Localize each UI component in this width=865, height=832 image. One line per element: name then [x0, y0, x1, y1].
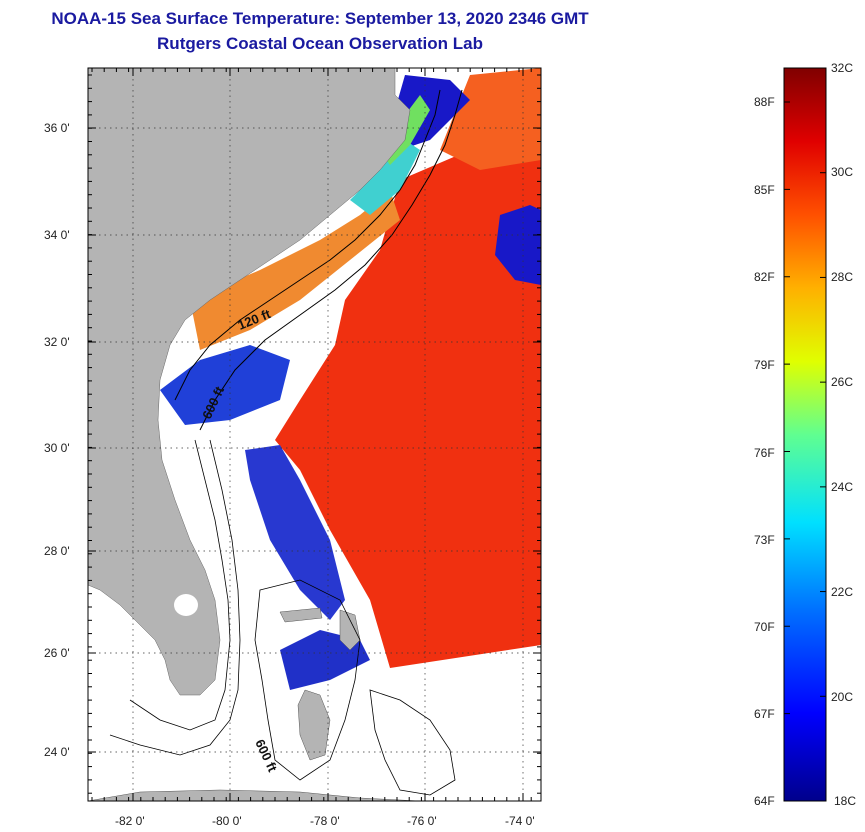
colorbar-label-28c: 28C [831, 270, 854, 284]
colorbar-label-67f: 67F [754, 707, 775, 721]
contour-bahamas [254, 579, 361, 781]
colorbar-label-22c: 22C [831, 585, 854, 599]
lat-label-36: 36 0' [44, 121, 70, 135]
contour-bahamas-east [369, 689, 456, 796]
colorbar-label-64f: 64F [754, 794, 775, 808]
lon-label-74: -74 0' [505, 814, 535, 828]
contour-120ft [174, 89, 441, 401]
cool-water-band-shelf [245, 445, 345, 620]
colorbar-label-26c: 26C [831, 375, 854, 389]
lat-label-26: 26 0' [44, 646, 70, 660]
colorbar-label-88f: 88F [754, 95, 775, 109]
warm-water-region [275, 110, 541, 668]
colorbar-label-18c: 18C [834, 794, 857, 808]
lat-label-28: 28 0' [44, 544, 70, 558]
map-title: NOAA-15 Sea Surface Temperature: Septemb… [51, 9, 589, 28]
colorbar-label-79f: 79F [754, 358, 775, 372]
lat-label-30: 30 0' [44, 441, 70, 455]
colorbar-label-70f: 70F [754, 620, 775, 634]
colorbar-ticks [784, 67, 826, 802]
lon-label-78: -78 0' [310, 814, 340, 828]
land-grand-bahama [279, 607, 323, 623]
warm-water-band-upper [440, 68, 541, 170]
colorbar-label-32c: 32C [831, 61, 854, 75]
map-subtitle: Rutgers Coastal Ocean Observation Lab [157, 34, 483, 53]
colorbar-label-24c: 24C [831, 480, 854, 494]
land-cuba [88, 789, 421, 801]
lon-label-76: -76 0' [407, 814, 437, 828]
lake-okeechobee [174, 594, 198, 616]
colorbar [783, 67, 827, 802]
colorbar-label-76f: 76F [754, 446, 775, 460]
land-andros [297, 689, 331, 761]
colorbar-label-30c: 30C [831, 165, 854, 179]
colorbar-label-85f: 85F [754, 183, 775, 197]
contour-600ft [199, 89, 463, 431]
shelf-water-band [190, 190, 400, 350]
cyan-water-band [350, 140, 420, 215]
cool-water-patch-east [495, 205, 541, 285]
land-abaco [339, 609, 361, 651]
colorbar-label-73f: 73F [754, 533, 775, 547]
graticule [88, 68, 541, 801]
axis-ticks [88, 68, 541, 801]
lon-label-80: -80 0' [212, 814, 242, 828]
lat-label-24: 24 0' [44, 745, 70, 759]
lat-label-34: 34 0' [44, 228, 70, 242]
colorbar-label-20c: 20C [831, 690, 854, 704]
land-mainland [88, 68, 411, 696]
lon-label-82: -82 0' [115, 814, 145, 828]
colorbar-label-82f: 82F [754, 270, 775, 284]
contour-florida-shelf-outer [109, 439, 241, 756]
lat-label-32: 32 0' [44, 335, 70, 349]
